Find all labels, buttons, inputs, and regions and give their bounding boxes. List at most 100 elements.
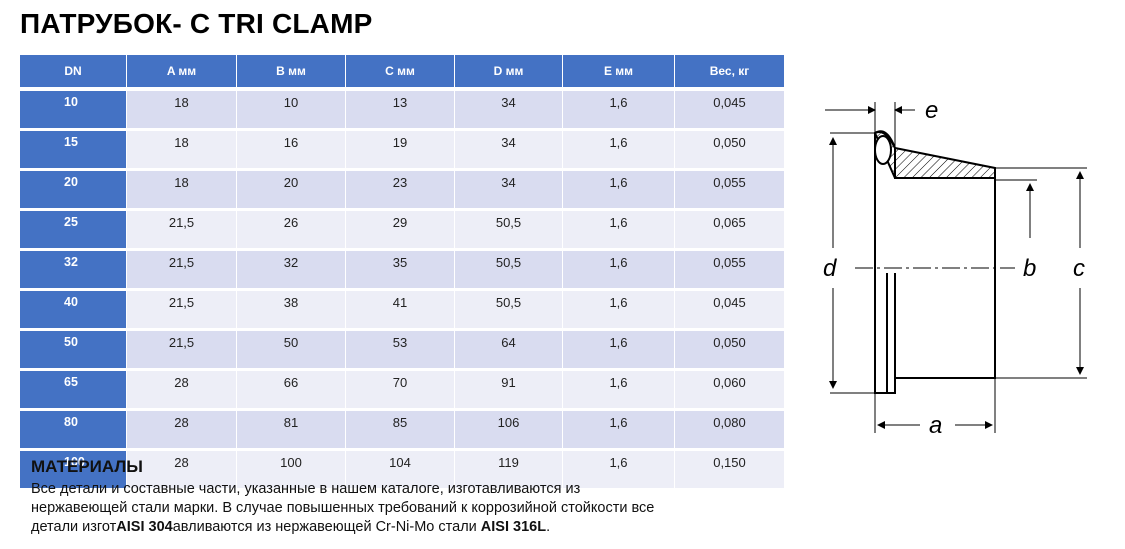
table-row: 10 18 10 13 34 1,6 0,045 — [19, 89, 785, 131]
table-cell: 32 — [236, 249, 346, 291]
table-cell: 0,050 — [674, 129, 785, 171]
cell-dn: 80 — [19, 409, 127, 451]
table-row: 100 28 100 104 119 1,6 0,150 — [19, 449, 785, 491]
materials-line-3c: авливаются из нержавеющей Cr-Ni-Mo стали — [172, 519, 481, 535]
materials-text: Все детали и составные части, указанные … — [31, 480, 791, 537]
table-cell: 100 — [236, 449, 346, 491]
table-cell: 20 — [236, 169, 346, 211]
materials-line-1: Все детали и составные части, указанные … — [31, 481, 581, 497]
table-cell: 34 — [454, 89, 563, 131]
header-b: B мм — [236, 54, 346, 90]
table-header-row: DN A мм B мм C мм D мм E мм Вес, кг — [19, 54, 785, 90]
table-cell: 29 — [345, 209, 455, 251]
table-row: 40 21,5 38 41 50,5 1,6 0,045 — [19, 289, 785, 331]
table-cell: 28 — [126, 369, 237, 411]
header-d: D мм — [454, 54, 563, 90]
table-cell: 106 — [454, 409, 563, 451]
table-cell: 1,6 — [562, 289, 675, 331]
table-cell: 1,6 — [562, 369, 675, 411]
header-weight: Вес, кг — [674, 54, 785, 90]
table-cell: 34 — [454, 169, 563, 211]
table-cell: 50,5 — [454, 289, 563, 331]
table-cell: 18 — [126, 169, 237, 211]
table-cell: 1,6 — [562, 169, 675, 211]
table-cell: 0,045 — [674, 289, 785, 331]
dim-label-a: a — [929, 412, 942, 439]
table-cell: 0,060 — [674, 369, 785, 411]
header-e: E мм — [562, 54, 675, 90]
table-cell: 104 — [345, 449, 455, 491]
material-grade-304: AISI 304 — [116, 519, 173, 535]
table-row: 65 28 66 70 91 1,6 0,060 — [19, 369, 785, 411]
table-cell: 35 — [345, 249, 455, 291]
table-cell: 81 — [236, 409, 346, 451]
table-cell: 16 — [236, 129, 346, 171]
table-row: 15 18 16 19 34 1,6 0,050 — [19, 129, 785, 171]
fitting-outline — [873, 130, 996, 394]
table-cell: 1,6 — [562, 89, 675, 131]
header-dn: DN — [19, 54, 127, 90]
cell-dn: 32 — [19, 249, 127, 291]
table-cell: 50 — [236, 329, 346, 371]
cell-dn: 50 — [19, 329, 127, 371]
table-cell: 50,5 — [454, 209, 563, 251]
table-cell: 0,045 — [674, 89, 785, 131]
table-row: 50 21,5 50 53 64 1,6 0,050 — [19, 329, 785, 371]
table-cell: 1,6 — [562, 409, 675, 451]
table-cell: 53 — [345, 329, 455, 371]
table-cell: 34 — [454, 129, 563, 171]
table-cell: 1,6 — [562, 449, 675, 491]
table-row: 32 21,5 32 35 50,5 1,6 0,055 — [19, 249, 785, 291]
table-cell: 38 — [236, 289, 346, 331]
table-cell: 21,5 — [126, 249, 237, 291]
table-cell: 28 — [126, 409, 237, 451]
cell-dn: 15 — [19, 129, 127, 171]
table-cell: 23 — [345, 169, 455, 211]
cell-dn: 25 — [19, 209, 127, 251]
table-cell: 13 — [345, 89, 455, 131]
table-cell: 21,5 — [126, 209, 237, 251]
materials-line-3e: . — [546, 519, 551, 535]
cell-dn: 40 — [19, 289, 127, 331]
table-cell: 66 — [236, 369, 346, 411]
table-cell: 0,080 — [674, 409, 785, 451]
materials-line-3a: детали изгот — [31, 519, 117, 535]
table-cell: 0,065 — [674, 209, 785, 251]
table-cell: 64 — [454, 329, 563, 371]
table-cell: 10 — [236, 89, 346, 131]
cell-dn: 20 — [19, 169, 127, 211]
cell-dn: 10 — [19, 89, 127, 131]
table-cell: 0,150 — [674, 449, 785, 491]
table-row: 20 18 20 23 34 1,6 0,055 — [19, 169, 785, 211]
table-cell: 28 — [126, 449, 237, 491]
table-cell: 70 — [345, 369, 455, 411]
dim-label-e: e — [925, 97, 938, 124]
table-cell: 18 — [126, 89, 237, 131]
page-title: ПАТРУБОК- С TRI CLAMP — [20, 8, 373, 39]
table-cell: 21,5 — [126, 289, 237, 331]
header-c: C мм — [345, 54, 455, 90]
header-a: A мм — [126, 54, 237, 90]
material-grade-316l: AISI 316L — [480, 519, 547, 535]
spec-table: DN A мм B мм C мм D мм E мм Вес, кг 10 18… — [19, 54, 785, 491]
dim-label-c: c — [1073, 255, 1085, 282]
table-row: 80 28 81 85 106 1,6 0,080 — [19, 409, 785, 451]
materials-title: МАТЕРИАЛЫ — [31, 457, 143, 476]
table-cell: 1,6 — [562, 129, 675, 171]
dim-label-b: b — [1023, 255, 1036, 282]
table-cell: 19 — [345, 129, 455, 171]
dim-label-d: d — [823, 255, 837, 282]
materials-line-2: нержавеющей стали марки. В случае повыше… — [31, 500, 655, 516]
table-cell: 1,6 — [562, 209, 675, 251]
table-cell: 1,6 — [562, 249, 675, 291]
table-cell: 26 — [236, 209, 346, 251]
table-cell: 50,5 — [454, 249, 563, 291]
table-cell: 1,6 — [562, 329, 675, 371]
table-cell: 21,5 — [126, 329, 237, 371]
cell-dn: 65 — [19, 369, 127, 411]
cell-dn: 100 — [19, 449, 127, 491]
table-cell: 0,055 — [674, 169, 785, 211]
table-cell: 91 — [454, 369, 563, 411]
table-cell: 41 — [345, 289, 455, 331]
table-cell: 0,050 — [674, 329, 785, 371]
